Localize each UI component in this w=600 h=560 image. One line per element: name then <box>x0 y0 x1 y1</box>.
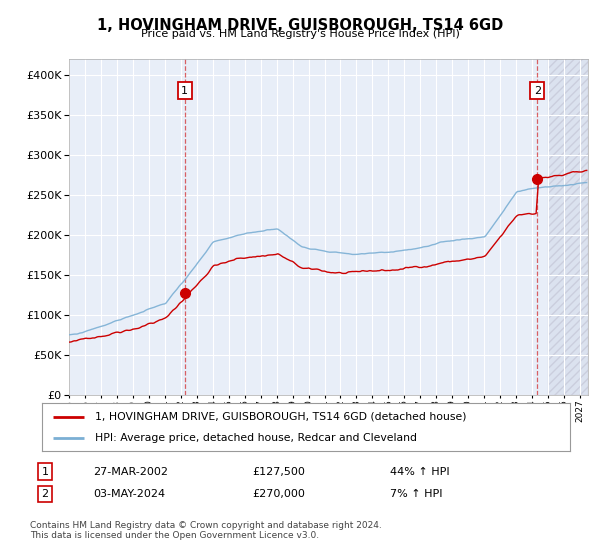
Text: Contains HM Land Registry data © Crown copyright and database right 2024.
This d: Contains HM Land Registry data © Crown c… <box>30 521 382 540</box>
Text: 1: 1 <box>41 466 49 477</box>
Text: 03-MAY-2024: 03-MAY-2024 <box>93 489 165 499</box>
Text: 2: 2 <box>534 86 541 96</box>
Bar <box>548 59 588 395</box>
Text: 2: 2 <box>41 489 49 499</box>
Text: 1, HOVINGHAM DRIVE, GUISBOROUGH, TS14 6GD: 1, HOVINGHAM DRIVE, GUISBOROUGH, TS14 6G… <box>97 18 503 33</box>
Text: 44% ↑ HPI: 44% ↑ HPI <box>390 466 449 477</box>
Text: HPI: Average price, detached house, Redcar and Cleveland: HPI: Average price, detached house, Redc… <box>95 433 417 444</box>
Text: £127,500: £127,500 <box>252 466 305 477</box>
Text: 7% ↑ HPI: 7% ↑ HPI <box>390 489 443 499</box>
Text: £270,000: £270,000 <box>252 489 305 499</box>
Text: 1, HOVINGHAM DRIVE, GUISBOROUGH, TS14 6GD (detached house): 1, HOVINGHAM DRIVE, GUISBOROUGH, TS14 6G… <box>95 412 466 422</box>
Text: 1: 1 <box>181 86 188 96</box>
Text: 27-MAR-2002: 27-MAR-2002 <box>93 466 168 477</box>
Text: Price paid vs. HM Land Registry's House Price Index (HPI): Price paid vs. HM Land Registry's House … <box>140 29 460 39</box>
